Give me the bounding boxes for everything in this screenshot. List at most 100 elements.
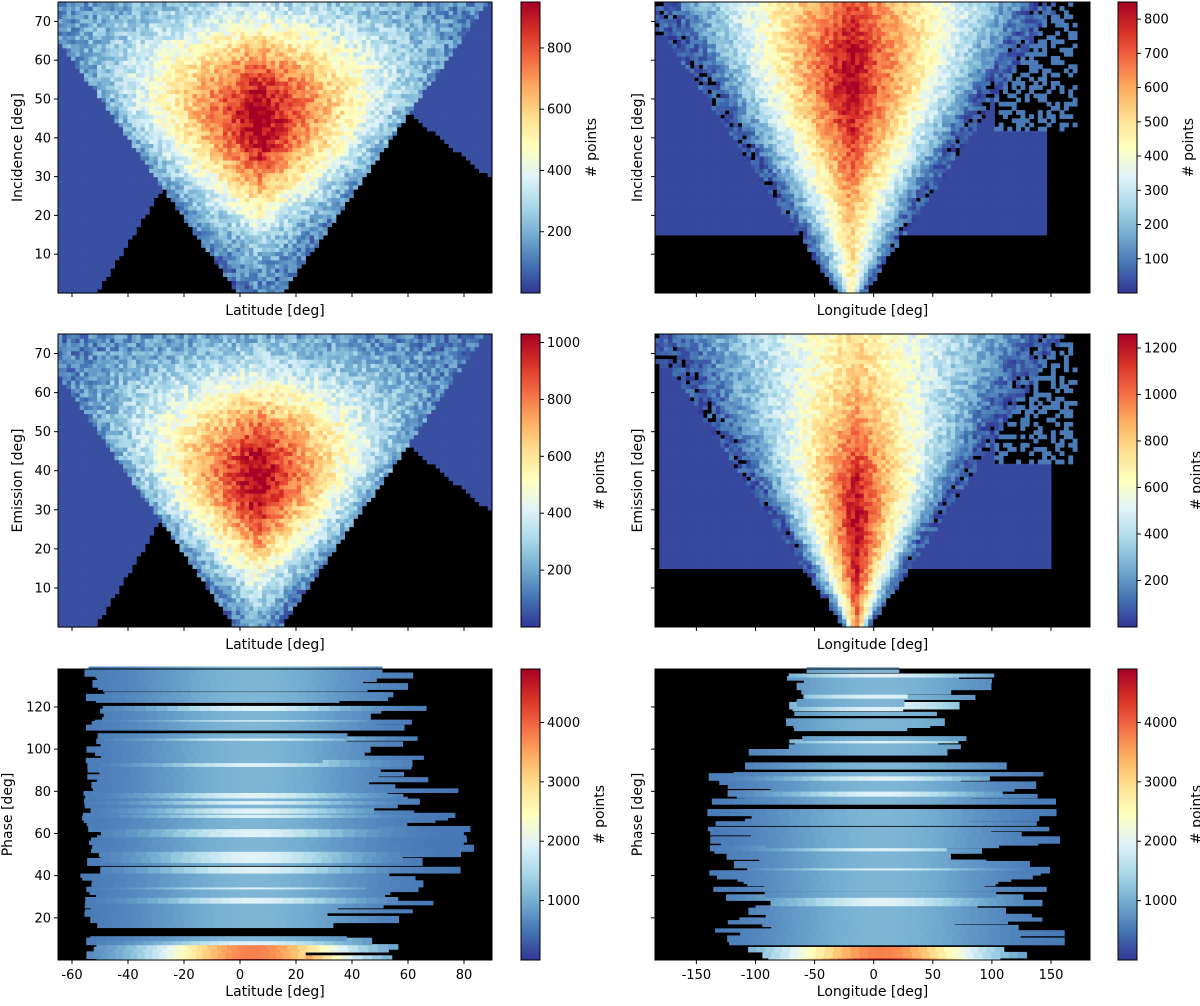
heatmap-cell bbox=[405, 93, 411, 99]
heatmap-cell bbox=[266, 60, 272, 65]
heatmap-cell bbox=[205, 14, 211, 20]
heatmap-cell bbox=[183, 35, 189, 41]
heatmap-cell bbox=[79, 118, 85, 124]
heatmap-cell bbox=[253, 263, 259, 269]
heatmap-cell bbox=[179, 68, 185, 74]
heatmap-cell bbox=[374, 147, 380, 153]
heatmap-cell bbox=[201, 26, 207, 32]
heatmap-cell bbox=[58, 189, 63, 194]
heatmap-cell bbox=[266, 238, 272, 244]
heatmap-cell bbox=[331, 168, 337, 174]
heatmap-cell bbox=[383, 76, 389, 82]
heatmap-cell bbox=[218, 139, 224, 144]
heatmap-cell bbox=[266, 80, 272, 86]
heatmap-cell bbox=[253, 205, 259, 211]
heatmap-cell bbox=[192, 164, 198, 169]
heatmap-cell bbox=[209, 31, 215, 36]
heatmap-cell bbox=[283, 39, 289, 45]
heatmap-cell bbox=[136, 147, 142, 153]
heatmap-cell bbox=[179, 26, 185, 32]
heatmap-cell bbox=[283, 243, 289, 248]
heatmap-cell bbox=[58, 172, 63, 178]
heatmap-cell bbox=[253, 10, 259, 16]
heatmap-cell bbox=[379, 10, 385, 16]
heatmap-cell bbox=[426, 80, 432, 86]
heatmap-cell bbox=[327, 110, 333, 115]
heatmap-cell bbox=[205, 172, 211, 178]
heatmap-cell bbox=[322, 51, 328, 57]
heatmap-cell bbox=[314, 72, 319, 78]
heatmap-cell bbox=[75, 51, 81, 57]
heatmap-cell bbox=[88, 172, 94, 178]
heatmap-cell bbox=[292, 238, 298, 244]
heatmap-cell bbox=[222, 14, 228, 20]
heatmap-cell bbox=[235, 139, 241, 144]
heatmap-cell bbox=[292, 101, 298, 107]
heatmap-cell bbox=[84, 272, 89, 277]
heatmap-cell bbox=[235, 155, 241, 161]
heatmap-cell bbox=[340, 39, 346, 45]
heatmap-cell bbox=[66, 22, 72, 28]
heatmap-cell bbox=[118, 47, 124, 53]
heatmap-cell bbox=[201, 10, 207, 16]
heatmap-cell bbox=[209, 214, 215, 219]
heatmap-cell bbox=[188, 143, 194, 149]
heatmap-cell bbox=[292, 76, 298, 82]
heatmap-cell bbox=[75, 64, 81, 70]
heatmap-cell bbox=[110, 147, 116, 153]
heatmap-cell bbox=[58, 151, 63, 157]
heatmap-cell bbox=[131, 68, 137, 74]
heatmap-cell bbox=[75, 197, 81, 203]
heatmap-cell bbox=[123, 18, 129, 24]
heatmap-cell bbox=[322, 47, 328, 53]
heatmap-cell bbox=[379, 26, 385, 32]
heatmap-cell bbox=[58, 230, 63, 236]
heatmap-cell bbox=[318, 6, 324, 11]
heatmap-cell bbox=[266, 26, 272, 32]
heatmap-cell bbox=[331, 43, 337, 49]
heatmap-cell bbox=[405, 56, 411, 61]
heatmap-cell bbox=[409, 2, 415, 7]
heatmap-cell bbox=[292, 201, 298, 207]
heatmap-cell bbox=[196, 230, 202, 236]
heatmap-cell bbox=[248, 201, 254, 207]
heatmap-cell bbox=[231, 218, 237, 223]
heatmap-cell bbox=[58, 226, 63, 232]
heatmap-cell bbox=[105, 143, 111, 149]
heatmap-cell bbox=[400, 18, 406, 24]
heatmap-cell bbox=[387, 51, 393, 57]
heatmap-cell bbox=[170, 139, 176, 144]
heatmap-cell bbox=[257, 135, 263, 140]
heatmap-cell bbox=[279, 155, 285, 161]
heatmap-cell bbox=[283, 201, 289, 207]
heatmap-cell bbox=[248, 151, 254, 157]
heatmap-cell bbox=[439, 43, 445, 49]
heatmap-cell bbox=[201, 72, 207, 78]
heatmap-cell bbox=[222, 201, 228, 207]
heatmap-cell bbox=[227, 201, 233, 207]
heatmap-cell bbox=[66, 238, 72, 244]
heatmap-cell bbox=[188, 43, 194, 49]
heatmap-cell bbox=[322, 159, 328, 165]
heatmap-cell bbox=[353, 168, 359, 174]
heatmap-cell bbox=[66, 201, 72, 207]
heatmap-cell bbox=[88, 93, 94, 99]
heatmap-cell bbox=[431, 110, 437, 115]
heatmap-cell bbox=[88, 184, 94, 190]
heatmap-cell bbox=[214, 110, 220, 115]
heatmap-cell bbox=[209, 97, 215, 103]
heatmap-cell bbox=[153, 122, 159, 128]
heatmap-cell bbox=[235, 110, 241, 115]
heatmap-cell bbox=[149, 14, 155, 20]
heatmap-cell bbox=[240, 164, 246, 169]
heatmap-cell bbox=[218, 110, 224, 115]
heatmap-cell bbox=[84, 243, 89, 248]
heatmap-cell bbox=[101, 130, 107, 136]
heatmap-cell bbox=[123, 122, 129, 128]
heatmap-cell bbox=[314, 226, 319, 232]
heatmap-cell bbox=[166, 22, 172, 28]
heatmap-cell bbox=[79, 238, 85, 244]
heatmap-cell bbox=[179, 56, 185, 61]
heatmap-cell bbox=[340, 180, 346, 186]
heatmap-cell bbox=[340, 122, 346, 128]
